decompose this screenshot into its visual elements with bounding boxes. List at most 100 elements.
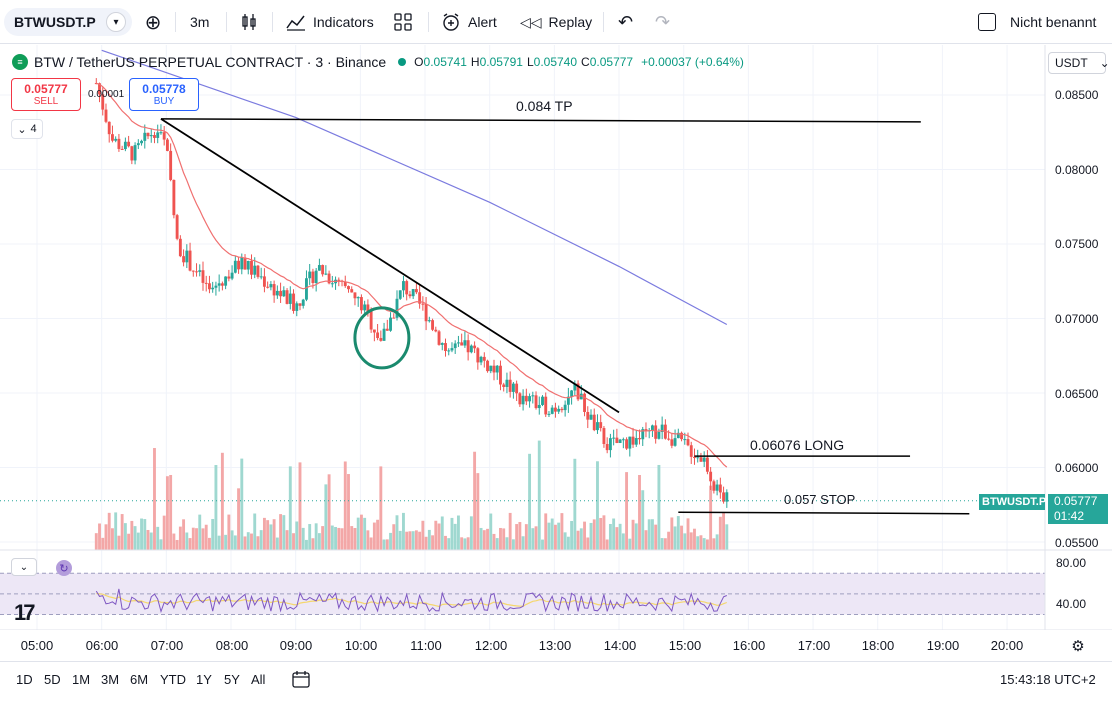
- chevron-down-icon: ⌄: [17, 123, 27, 136]
- candle-body: [165, 139, 169, 151]
- range-3m-button[interactable]: 3M: [101, 672, 120, 687]
- candle-body: [657, 431, 661, 439]
- volume-bar: [673, 526, 677, 550]
- replay-button[interactable]: ◁◁ Replay: [520, 8, 592, 36]
- time-axis-label: 18:00: [861, 638, 895, 653]
- chart-pane[interactable]: [0, 45, 1112, 630]
- volume-bar: [722, 512, 726, 550]
- templates-button[interactable]: [394, 8, 412, 36]
- candle-body: [634, 438, 638, 445]
- layout-select-icon[interactable]: [978, 13, 996, 31]
- refresh-icon[interactable]: ↻: [56, 560, 72, 576]
- rsi-collapse-button[interactable]: ⌄: [11, 558, 37, 576]
- candle-body: [508, 379, 512, 392]
- candle-body: [676, 432, 680, 439]
- volume-bar: [460, 537, 464, 550]
- volume-bar: [182, 519, 186, 550]
- buy-button[interactable]: 0.05778 BUY: [129, 78, 199, 111]
- gear-icon[interactable]: ⚙: [1071, 638, 1085, 655]
- volume-bar: [563, 532, 567, 550]
- indicators-button[interactable]: Indicators: [286, 8, 374, 36]
- range-5y-button[interactable]: 5Y: [224, 672, 240, 687]
- redo-icon[interactable]: ↷: [655, 11, 671, 32]
- candle-body: [117, 138, 121, 149]
- candle-body: [195, 271, 198, 273]
- volume-bar: [343, 461, 347, 550]
- volume-bar: [631, 519, 635, 550]
- volume-bar: [104, 524, 108, 550]
- candle-body: [321, 265, 325, 275]
- long-annotation[interactable]: 0.06076 LONG: [750, 437, 845, 453]
- candle-body: [515, 383, 519, 394]
- volume-bar: [324, 484, 328, 550]
- volume-bar: [337, 527, 341, 550]
- volume-bar: [114, 512, 118, 550]
- volume-bar: [715, 534, 719, 550]
- alert-button[interactable]: Alert: [441, 8, 497, 36]
- volume-bar: [667, 531, 671, 550]
- price-chart[interactable]: [0, 45, 1112, 630]
- range-1m-button[interactable]: 1M: [72, 672, 91, 687]
- time-axis-label: 13:00: [538, 638, 572, 653]
- interval-button[interactable]: 3m: [190, 14, 210, 30]
- candle-body: [511, 383, 515, 392]
- candle-body: [715, 484, 719, 491]
- candle-body: [437, 331, 441, 345]
- volume-bar: [330, 525, 334, 550]
- range-6m-button[interactable]: 6M: [130, 672, 149, 687]
- symbol-search-button[interactable]: BTWUSDT.P ▾: [4, 8, 132, 36]
- volume-bar: [644, 530, 648, 550]
- rsi-axis-label: 80.00: [1056, 556, 1087, 570]
- tp-annotation[interactable]: 0.084 TP: [516, 98, 573, 114]
- candle-body: [224, 276, 228, 286]
- layout-name[interactable]: Nicht benannt: [1010, 14, 1097, 30]
- volume-bar: [402, 512, 405, 550]
- candle-body: [560, 408, 564, 411]
- undo-icon[interactable]: ↶: [618, 11, 634, 32]
- volume-bar: [233, 535, 237, 550]
- volume-bar: [589, 522, 593, 550]
- candle-body: [583, 393, 586, 412]
- candle-body: [531, 395, 535, 397]
- range-ytd-button[interactable]: YTD: [160, 672, 186, 687]
- indicators-toggle-button[interactable]: ⌄ 4: [11, 119, 43, 139]
- rsi-line: [95, 588, 727, 614]
- symbol-logo-icon: ≡: [12, 54, 28, 70]
- volume-bar: [214, 465, 218, 550]
- candle-body: [628, 436, 632, 449]
- bar-countdown: 01:42: [1054, 509, 1085, 523]
- volume-bar: [450, 517, 454, 550]
- time-axis-label: 16:00: [732, 638, 766, 653]
- add-symbol-icon[interactable]: ⊕: [144, 11, 162, 34]
- volume-bar: [515, 524, 519, 550]
- currency-select[interactable]: USDT ⌄: [1048, 52, 1110, 74]
- range-all-button[interactable]: All: [251, 672, 266, 687]
- time-axis-label: 07:00: [150, 638, 184, 653]
- candle-body: [285, 290, 289, 304]
- stop-annotation[interactable]: 0.057 STOP: [784, 492, 856, 507]
- range-1d-button[interactable]: 1D: [16, 672, 33, 687]
- candle-body: [146, 132, 150, 137]
- volume-bar: [107, 512, 111, 550]
- calendar-icon[interactable]: [291, 669, 311, 692]
- volume-bar: [240, 458, 244, 550]
- compare-icon[interactable]: ▾: [106, 12, 126, 32]
- volume-bar: [431, 535, 435, 550]
- volume-bar: [647, 519, 651, 550]
- last-price-label: 0.05777 01:42: [1048, 494, 1108, 524]
- chart-type-button[interactable]: [240, 8, 258, 36]
- time-axis-label: 05:00: [20, 638, 54, 653]
- range-5d-button[interactable]: 5D: [44, 672, 61, 687]
- time-axis-label: 08:00: [215, 638, 249, 653]
- candle-body: [479, 356, 483, 363]
- volume-bar: [570, 520, 574, 550]
- volume-bar: [133, 526, 137, 550]
- volume-bar: [195, 528, 198, 550]
- range-1y-button[interactable]: 1Y: [196, 672, 212, 687]
- candle-body: [269, 284, 273, 288]
- candle-body: [220, 283, 224, 286]
- clock-timezone[interactable]: 15:43:18 UTC+2: [1000, 672, 1096, 687]
- sell-button[interactable]: 0.05777 SELL: [11, 78, 81, 111]
- candle-body: [153, 135, 156, 138]
- volume-bar: [408, 531, 412, 550]
